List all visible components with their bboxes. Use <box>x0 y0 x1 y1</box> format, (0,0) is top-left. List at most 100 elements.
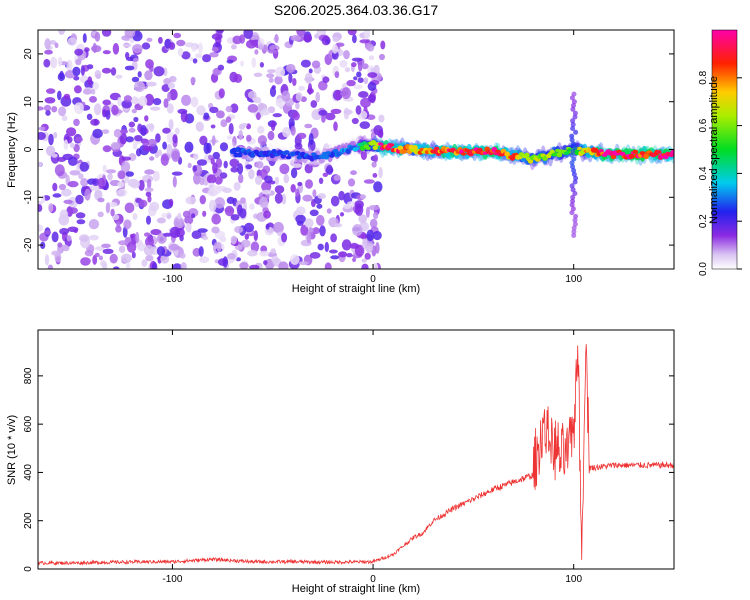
noise-blob <box>163 98 169 108</box>
noise-blob <box>46 145 56 157</box>
noise-blob <box>146 215 151 225</box>
noise-blob <box>198 246 204 257</box>
noise-blob <box>259 250 270 257</box>
broadband-cell <box>571 233 577 238</box>
noise-blob <box>173 32 182 39</box>
noise-blob <box>169 42 176 50</box>
noise-blob <box>101 67 112 74</box>
noise-blob <box>52 193 62 198</box>
noise-blob <box>247 249 258 257</box>
colorbar-tick-label: 0.4 <box>698 166 709 180</box>
noise-blob <box>220 119 228 128</box>
noise-blob <box>326 208 332 214</box>
noise-blob <box>113 266 120 269</box>
track-cell <box>632 149 639 154</box>
noise-blob <box>97 211 104 218</box>
noise-blob <box>230 235 237 245</box>
noise-blob <box>285 63 296 73</box>
noise-blob <box>351 62 357 68</box>
noise-blob <box>226 196 235 204</box>
noise-blob <box>91 45 102 53</box>
noise-blob <box>88 234 99 241</box>
noise-blob <box>216 241 222 252</box>
noise-blob <box>57 242 63 248</box>
noise-blob <box>231 44 237 50</box>
noise-blob <box>51 106 58 113</box>
noise-blob <box>115 74 123 79</box>
noise-blob <box>263 210 271 219</box>
noise-blob <box>297 181 303 187</box>
noise-blob <box>347 178 356 187</box>
broadband-cell <box>572 191 578 196</box>
noise-blob <box>290 35 302 41</box>
colorbar: 0.0 0.2 0.4 0.6 0.8 Normalized spectral ampl… <box>698 29 742 276</box>
noise-blob <box>332 36 340 43</box>
noise-blob <box>52 182 58 192</box>
noise-blob <box>240 239 251 248</box>
noise-blob <box>44 254 50 266</box>
noise-blob <box>304 218 314 228</box>
noise-blob <box>193 153 199 160</box>
snr-y-tick-label: 0 <box>23 566 34 572</box>
noise-blob <box>300 224 309 236</box>
noise-blob <box>199 135 208 146</box>
noise-blob <box>134 135 143 142</box>
noise-blob <box>303 34 313 43</box>
noise-blob <box>309 252 321 259</box>
noise-blob <box>125 261 131 269</box>
noise-blob <box>57 90 62 101</box>
broadband-cell <box>570 106 576 112</box>
noise-blob <box>292 163 303 168</box>
noise-blob <box>195 121 204 132</box>
noise-blob <box>380 40 386 50</box>
noise-blob <box>274 176 279 185</box>
noise-blob <box>49 40 57 45</box>
noise-blob <box>140 124 147 137</box>
noise-blob <box>232 136 237 148</box>
noise-blob <box>211 226 220 234</box>
noise-blob <box>80 257 91 264</box>
track-cell <box>284 150 290 155</box>
noise-blob <box>192 165 197 172</box>
noise-blob <box>144 115 149 122</box>
noise-blob <box>74 85 82 94</box>
snr-y-ticks: 0 200 400 600 800 <box>23 367 674 572</box>
noise-blob <box>116 188 128 197</box>
noise-blob <box>261 189 272 195</box>
noise-blob <box>78 173 84 180</box>
noise-blob <box>143 245 155 256</box>
noise-blob <box>211 135 216 146</box>
noise-blob <box>69 170 81 176</box>
noise-blob <box>263 260 268 266</box>
noise-blob <box>47 264 54 269</box>
noise-blob <box>48 203 54 213</box>
noise-blob <box>185 196 197 205</box>
noise-blob <box>199 195 206 205</box>
noise-blob <box>78 234 90 242</box>
noise-blob <box>209 106 219 114</box>
noise-blob <box>270 120 276 132</box>
noise-blob <box>145 236 154 248</box>
noise-blob <box>107 201 118 208</box>
noise-blob <box>67 37 77 46</box>
noise-blob <box>168 243 180 251</box>
noise-blob <box>43 104 52 112</box>
track-cell <box>619 151 626 156</box>
snr-x-ticks: -100 0 100 <box>162 330 582 585</box>
snr-series-line <box>38 344 674 566</box>
track-cell <box>249 153 256 158</box>
noise-blob <box>259 62 264 68</box>
noise-blob <box>128 121 135 128</box>
noise-blob <box>168 198 174 207</box>
noise-blob <box>304 163 313 174</box>
noise-blob <box>274 75 283 85</box>
noise-blob <box>144 232 151 237</box>
spectrogram-y-tick-label: -20 <box>23 237 34 252</box>
noise-blob <box>162 141 168 150</box>
noise-blob <box>67 226 79 233</box>
noise-blob <box>128 127 136 133</box>
noise-blob <box>365 242 374 253</box>
noise-blob <box>125 136 134 143</box>
noise-blob <box>199 256 210 264</box>
noise-blob <box>335 90 341 101</box>
